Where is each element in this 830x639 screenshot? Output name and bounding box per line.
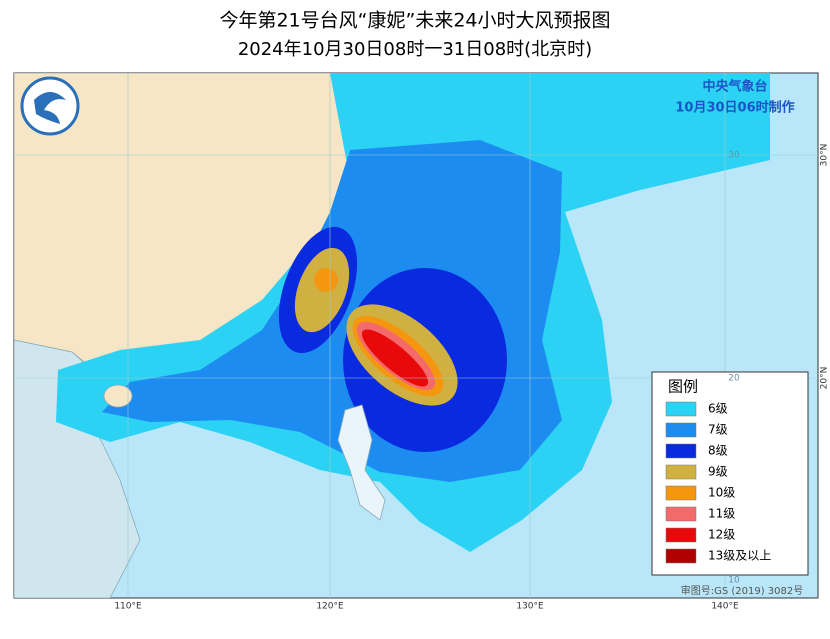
legend-label: 6级: [708, 402, 728, 416]
legend-label: 9级: [708, 465, 728, 479]
review-number: 审图号:GS (2019) 3082号: [681, 584, 804, 597]
map-area: [14, 73, 770, 598]
legend-swatch: [665, 485, 697, 501]
legend-label: 10级: [708, 486, 735, 500]
legend-title: 图例: [668, 378, 698, 396]
legend-swatch: [665, 506, 697, 522]
wind-zone: [361, 329, 429, 387]
issue-time: 10月30日06时制作: [675, 100, 794, 116]
agency: 中央气象台: [702, 79, 767, 95]
wind-zone: [314, 268, 338, 292]
legend-label: 7级: [708, 423, 728, 437]
lon-label: 110°E: [114, 602, 142, 612]
lat-label: 30°N: [820, 144, 830, 167]
luzon: [337, 404, 386, 521]
legend-swatch: [665, 464, 697, 480]
logo: [20, 76, 80, 136]
legend-label: 8级: [708, 444, 728, 458]
inner-lat-label: 30: [728, 151, 740, 161]
legend-swatch: [665, 548, 697, 564]
legend-label: 12级: [708, 528, 735, 542]
lon-label: 130°E: [516, 602, 544, 612]
lon-label: 140°E: [711, 602, 739, 612]
indochina: [14, 339, 141, 598]
inner-lat-label: 10: [728, 576, 740, 586]
legend-swatch: [665, 443, 697, 459]
lat-label: 20°N: [820, 367, 830, 390]
inner-lat-label: 20: [728, 374, 740, 384]
title: 今年第21号台风“康妮”未来24小时大风预报图: [219, 10, 610, 32]
lon-label: 120°E: [316, 602, 344, 612]
hainan: [103, 384, 133, 408]
legend-swatch: [665, 527, 697, 543]
legend-swatch: [665, 422, 697, 438]
legend-label: 13级及以上: [708, 549, 771, 563]
subtitle: 2024年10月30日08时一31日08时(北京时): [238, 39, 592, 60]
legend-swatch: [665, 401, 697, 417]
legend-label: 11级: [708, 507, 735, 521]
